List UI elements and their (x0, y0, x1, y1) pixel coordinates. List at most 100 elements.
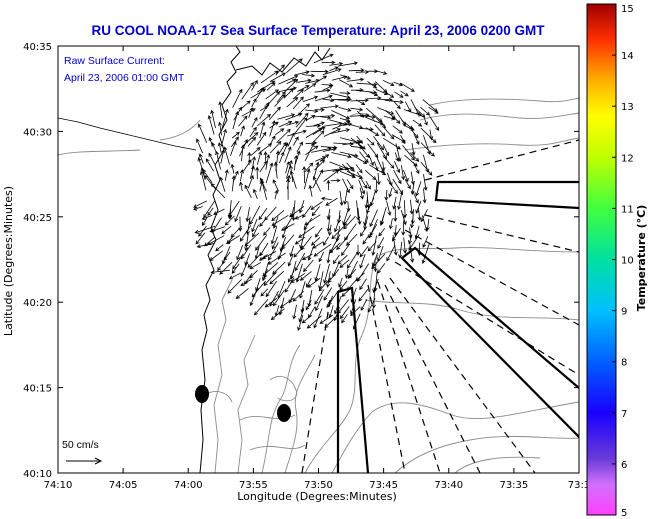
current-vector (236, 244, 244, 261)
current-vector (204, 175, 217, 190)
current-vector (287, 270, 295, 283)
current-vector (207, 207, 214, 216)
current-vector (417, 207, 422, 222)
current-vector (422, 235, 429, 248)
current-vector (409, 216, 415, 229)
current-vector (268, 106, 281, 121)
current-vector (386, 178, 398, 194)
current-vector (210, 269, 230, 275)
current-vector (277, 113, 296, 120)
current-vector (249, 270, 258, 279)
current-vector (337, 254, 348, 265)
current-vector (298, 200, 305, 214)
current-vector (359, 187, 364, 200)
current-vector (397, 190, 403, 211)
current-vector (302, 95, 319, 102)
current-vector (376, 172, 381, 186)
current-vector (392, 235, 398, 256)
current-vector (232, 253, 244, 270)
current-vector (300, 299, 305, 314)
current-vector (292, 89, 304, 100)
current-vector (307, 289, 313, 308)
current-vector (359, 278, 367, 291)
current-vector (357, 263, 370, 282)
current-vector (388, 218, 393, 230)
current-vector (364, 169, 377, 181)
current-vector (305, 145, 319, 156)
current-vector (247, 174, 254, 189)
current-vector (347, 268, 357, 279)
current-vector (286, 97, 299, 108)
current-vector (322, 68, 342, 76)
current-vector (250, 147, 261, 156)
current-vector (400, 82, 415, 92)
current-vector (338, 277, 343, 288)
current-vector (329, 66, 339, 72)
current-vector (383, 90, 395, 98)
current-vector (339, 91, 351, 96)
colorbar-tick-label: 8 (621, 358, 627, 369)
x-axis: 74:10 74:05 74:00 73:55 73:50 73:45 73:40 73:35… (44, 46, 590, 491)
colorbar-tick-label: 13 (621, 102, 634, 113)
current-vector (374, 179, 379, 194)
current-vector (374, 124, 386, 137)
current-vector (393, 205, 398, 222)
current-vector (410, 129, 419, 139)
colorbar-tick-label: 11 (621, 204, 634, 215)
current-vector (348, 68, 365, 73)
x-tick-label: 73:55 (239, 480, 268, 491)
current-vector (308, 184, 313, 197)
current-vector (264, 297, 278, 308)
current-vector (321, 60, 336, 65)
current-vector (297, 85, 310, 92)
current-vector (295, 112, 309, 128)
current-vector (276, 91, 286, 103)
current-vector (239, 181, 244, 192)
current-vector (405, 179, 411, 190)
current-vector (331, 152, 352, 159)
current-vector (225, 235, 240, 245)
current-vector (221, 128, 227, 147)
current-vector (358, 114, 377, 119)
current-vector (384, 189, 389, 201)
current-vector (371, 288, 376, 309)
current-vector (322, 147, 337, 152)
current-vector (310, 237, 321, 246)
current-vector (359, 253, 366, 269)
shoreline-inlet (235, 47, 331, 76)
current-vector (350, 98, 369, 103)
current-vector (318, 251, 325, 263)
current-vector (255, 278, 261, 292)
current-vector (195, 232, 206, 245)
chart-title: RU COOL NOAA-17 Sea Surface Temperature:… (92, 23, 546, 38)
current-vector (393, 225, 398, 237)
current-vector (330, 128, 351, 134)
current-vector (219, 262, 233, 275)
current-vector (321, 121, 343, 127)
current-vector (337, 98, 351, 103)
current-vector (364, 196, 369, 209)
current-vector (425, 218, 430, 232)
current-vector (344, 268, 349, 279)
current-vector (352, 313, 361, 330)
current-vector (221, 245, 231, 265)
current-vector (283, 88, 294, 99)
current-vector (360, 227, 367, 237)
current-vector (287, 132, 295, 147)
current-vector (294, 117, 308, 135)
current-vector (315, 227, 323, 238)
current-vector (422, 99, 438, 112)
current-vector (261, 251, 277, 259)
current-vector (381, 161, 386, 172)
current-vector (369, 209, 378, 228)
current-vector (340, 243, 350, 256)
current-vector (400, 135, 406, 145)
current-vector (305, 299, 312, 311)
current-vector (377, 263, 386, 274)
current-vector (198, 225, 207, 237)
current-vector (313, 161, 320, 180)
current-vector (249, 287, 259, 307)
current-vector (248, 107, 254, 119)
current-vector (376, 117, 386, 129)
current-vector (339, 280, 348, 291)
